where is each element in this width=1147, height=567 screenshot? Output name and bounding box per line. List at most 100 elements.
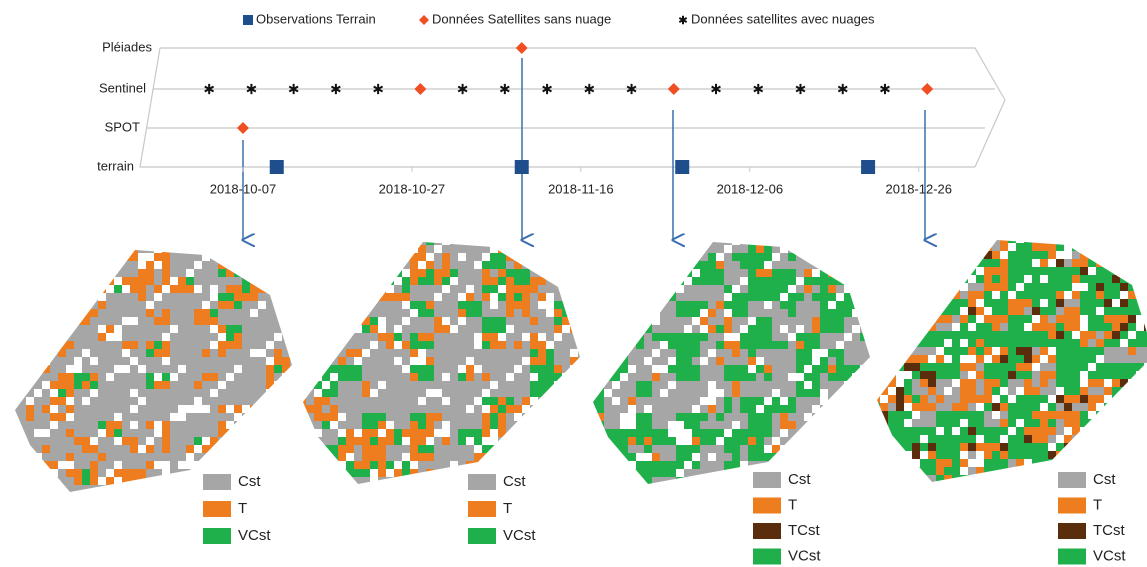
map-cell [1048, 267, 1056, 275]
map-cell [960, 275, 968, 283]
map-cell [530, 317, 538, 325]
map-cell [482, 269, 490, 277]
map-cell [554, 461, 562, 469]
map-cell [992, 451, 1000, 459]
map-cell [362, 421, 370, 429]
map-cell [936, 267, 944, 275]
map-cell [34, 477, 42, 485]
map-cell [490, 389, 498, 397]
map-cell [578, 413, 580, 421]
map-cell [852, 437, 860, 445]
map-cell [732, 325, 740, 333]
map-cell [338, 253, 346, 261]
map-cell [1080, 267, 1088, 275]
map-cell [546, 317, 554, 325]
map-cell [788, 365, 796, 373]
map-cell [522, 245, 530, 253]
map-cell [960, 395, 968, 403]
map-cell [716, 373, 724, 381]
map-cell [522, 261, 530, 269]
map-cell [522, 253, 530, 261]
map-cell [42, 253, 50, 261]
map-cell [226, 333, 234, 341]
map-cell [612, 285, 620, 293]
map-cell [506, 381, 514, 389]
map-cell [490, 421, 498, 429]
map-cell [772, 397, 780, 405]
map-cell [242, 429, 250, 437]
map-cell [466, 429, 474, 437]
map-cell [1000, 323, 1008, 331]
map-cell [668, 301, 676, 309]
map-cell [796, 242, 804, 245]
x-tick-label: 2018-10-27 [379, 181, 446, 196]
map-cell [612, 389, 620, 397]
map-cell [700, 453, 708, 461]
map-cell [780, 333, 788, 341]
map-cell [960, 331, 968, 339]
map-cell [298, 245, 306, 253]
map-cell [836, 373, 844, 381]
map-cell [788, 317, 796, 325]
map-cell [170, 421, 178, 429]
map-cell [1024, 299, 1032, 307]
map-cell [58, 349, 66, 357]
map-cell [282, 253, 290, 261]
map-cell [936, 475, 944, 482]
map-cell [880, 251, 888, 259]
map-cell [258, 309, 266, 317]
map-cell [170, 365, 178, 373]
map-cell [1080, 435, 1088, 443]
map-cell [50, 365, 58, 373]
map-cell [880, 259, 888, 267]
map-cell [42, 293, 50, 301]
map-cell [888, 355, 896, 363]
map-cell [732, 453, 740, 461]
map-cell [668, 485, 676, 493]
map-cell [896, 443, 904, 451]
map-cell [1032, 299, 1040, 307]
map-cell [330, 389, 338, 397]
map-cell [992, 363, 1000, 371]
map-cell [506, 437, 514, 445]
map-cell [82, 373, 90, 381]
map-cell [514, 397, 522, 405]
map-cell [346, 285, 354, 293]
map-cell [684, 469, 692, 477]
map-cell [106, 461, 114, 469]
map-cell [426, 453, 434, 461]
map-cell [250, 453, 258, 461]
map-cell [828, 461, 836, 469]
map-cell [450, 373, 458, 381]
map-cell [1024, 259, 1032, 267]
map-cell [936, 459, 944, 467]
map-cell [820, 245, 828, 253]
map-cell [410, 453, 418, 461]
map-cell [788, 245, 796, 253]
map-cell [482, 333, 490, 341]
map-cell [290, 453, 292, 461]
map-cell [896, 467, 904, 475]
map-cell [322, 317, 330, 325]
map-cell [772, 357, 780, 365]
map-cell [1032, 443, 1040, 451]
map-cell [90, 365, 98, 373]
map-cell [170, 261, 178, 269]
map-cell [960, 259, 968, 267]
map-cell [604, 269, 612, 277]
map-cell [458, 341, 466, 349]
map-cell [1136, 355, 1144, 363]
map-cell [1088, 395, 1096, 403]
map-cell [362, 269, 370, 277]
map-cell [1128, 411, 1136, 419]
map-cell [554, 253, 562, 261]
map-cell [1032, 371, 1040, 379]
map-cell [612, 245, 620, 253]
map-cell [756, 333, 764, 341]
map-cell [984, 240, 992, 243]
map-cell [178, 333, 186, 341]
map-cell [960, 243, 968, 251]
map-cell [274, 261, 282, 269]
map-cell [764, 405, 772, 413]
map-cell [250, 269, 258, 277]
